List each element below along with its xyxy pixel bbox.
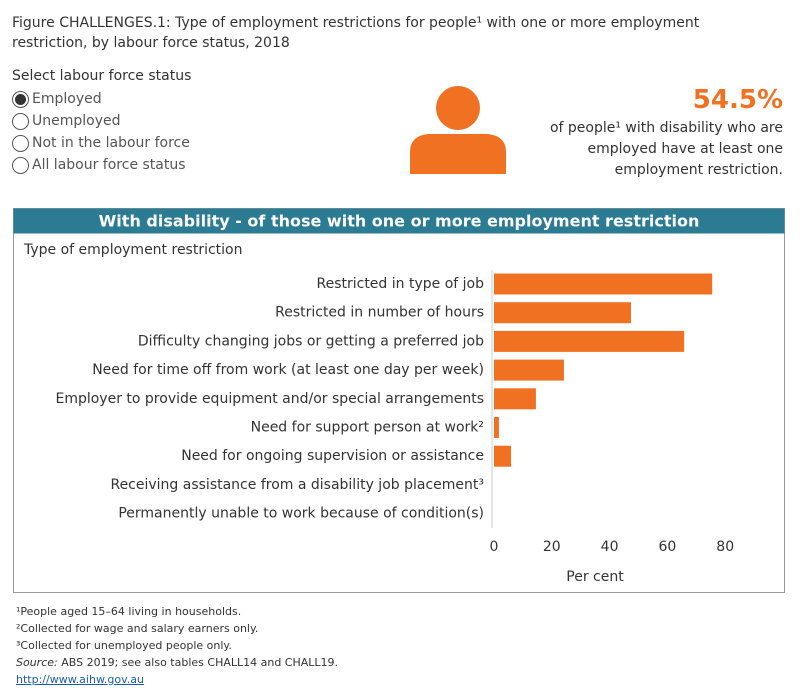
y-tick-label: Need for support person at work² [251, 420, 484, 436]
y-tick-label: Restricted in type of job [316, 276, 484, 292]
footnote: ¹People aged 15–64 living in households. [16, 605, 242, 618]
bar [494, 417, 499, 438]
x-tick-label: 60 [658, 539, 676, 555]
y-tick-label: Restricted in number of hours [275, 305, 484, 321]
chart-border [13, 208, 785, 593]
y-tick-label: Receiving assistance from a disability j… [110, 477, 484, 493]
bar [494, 388, 536, 410]
x-tick-label: 40 [601, 539, 619, 555]
option-label: All labour force status [32, 157, 186, 173]
y-tick-label: Permanently unable to work because of co… [118, 506, 484, 522]
figure-title: Figure CHALLENGES.1: Type of employment … [12, 13, 699, 53]
headline: 54.5% of people¹ with disability who are… [550, 82, 783, 181]
option-label: Employed [32, 91, 102, 107]
headline-stat: 54.5% [692, 85, 783, 115]
chart: With disability - of those with one or m… [13, 208, 785, 593]
footnote: ³Collected for unemployed people only. [16, 639, 232, 652]
radio-option[interactable]: Unemployed [12, 110, 191, 132]
bar [494, 273, 713, 295]
x-tick-label: 0 [490, 539, 499, 555]
source: Source: ABS 2019; see also tables CHALL1… [16, 654, 338, 671]
title-line: restriction, by labour force status, 201… [12, 35, 290, 51]
radio-option[interactable]: Not in the labour force [12, 132, 191, 154]
filter-label: Select labour force status [12, 68, 192, 84]
person-icon [410, 86, 506, 174]
y-tick-label: Employer to provide equipment and/or spe… [55, 391, 484, 407]
footnotes: ¹People aged 15–64 living in households.… [16, 603, 338, 688]
footnote: ²Collected for wage and salary earners o… [16, 622, 259, 635]
y-tick-label: Need for ongoing supervision or assistan… [181, 448, 484, 464]
source-label: Source: [16, 656, 58, 669]
title-line: Figure CHALLENGES.1: Type of employment … [12, 15, 700, 31]
chart-title: With disability - of those with one or m… [99, 212, 700, 231]
option-label: Unemployed [32, 113, 121, 129]
headline-line: employed have at least one [587, 141, 783, 157]
bar [494, 359, 564, 381]
headline-line: employment restriction. [614, 162, 783, 178]
x-tick-label: 80 [716, 539, 734, 555]
y-tick-label: Difficulty changing jobs or getting a pr… [138, 333, 484, 349]
bar [494, 445, 512, 467]
source-text: ABS 2019; see also tables CHALL14 and CH… [57, 656, 339, 669]
radio[interactable] [12, 134, 29, 152]
bar [494, 302, 631, 324]
radio-option[interactable]: Employed [12, 88, 191, 110]
filter: Select labour force status Employed Unem… [12, 68, 191, 176]
y-tick-label: Need for time off from work (at least on… [92, 362, 484, 378]
y-axis-label: Type of employment restriction [23, 242, 243, 258]
x-tick-label: 20 [543, 539, 561, 555]
chart-header [13, 208, 785, 234]
radio-option[interactable]: All labour force status [12, 154, 191, 176]
x-axis-label: Per cent [566, 569, 624, 585]
link[interactable]: http://www.aihw.gov.au [16, 673, 145, 686]
headline-line: of people¹ with disability who are [549, 120, 783, 136]
option-label: Not in the labour force [32, 135, 190, 151]
bar [494, 330, 685, 352]
radio[interactable] [12, 156, 29, 174]
radio[interactable] [12, 90, 29, 108]
radio[interactable] [12, 112, 29, 130]
